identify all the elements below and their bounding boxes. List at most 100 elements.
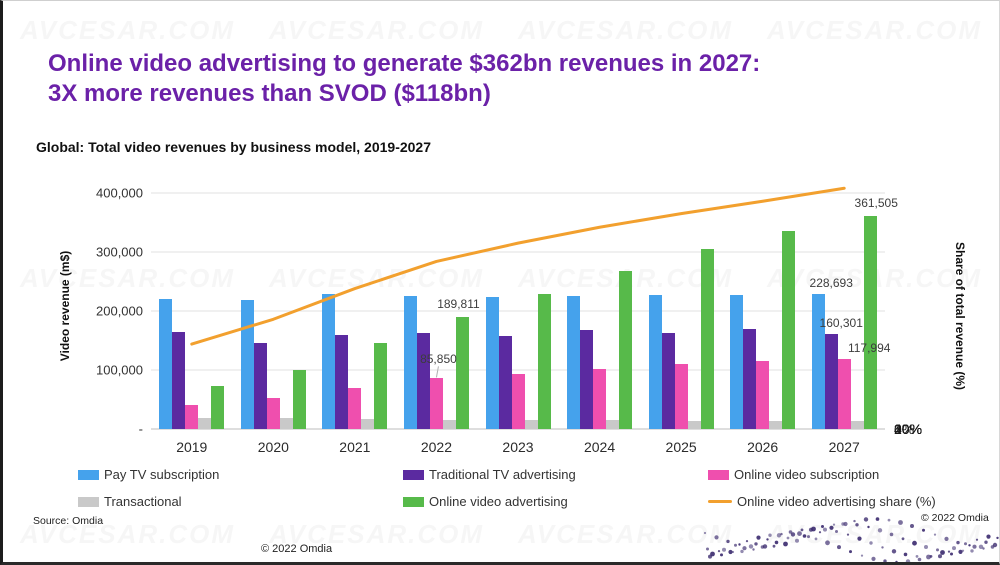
copyright-center: © 2022 Omdia	[261, 543, 333, 555]
legend-label: Online video subscription	[734, 467, 880, 482]
bar-traditional-tv-advertising-2026	[743, 329, 757, 429]
bar-online-video-advertising-2025	[700, 249, 714, 429]
bar-online-video-advertising-2024	[619, 271, 633, 429]
x-tick-2024: 2024	[583, 439, 616, 455]
legend-label: Pay TV subscription	[104, 467, 220, 482]
legend-item-online-video-subscription: Online video subscription	[708, 467, 879, 482]
legend-item-online-video-advertising-share: Online video advertising share (%)	[708, 494, 936, 509]
y-left-tick-label: 400,000	[96, 185, 143, 201]
bar-pay-tv-subscription-2019	[159, 299, 173, 429]
legend-swatch-pay-tv-subscription	[78, 469, 99, 480]
bar-traditional-tv-advertising-2020	[253, 343, 267, 429]
bar-traditional-tv-advertising-2022	[416, 332, 430, 429]
page-title-line1: Online video advertising to generate $36…	[48, 50, 761, 77]
y-right-tick-label: 20%	[894, 420, 923, 437]
bar-pay-tv-subscription-2025	[648, 295, 662, 429]
bar-online-video-subscription-2025	[674, 363, 688, 429]
bar-pay-tv-subscription-2023	[485, 296, 499, 429]
y-left-tick-label: 100,000	[96, 362, 143, 378]
bar-transactional-2021	[361, 418, 375, 429]
data-label-pay-tv-subscription-2027: 228,693	[809, 276, 853, 291]
data-label-online-video-subscription-2027: 117,994	[847, 341, 891, 356]
legend-item-traditional-tv-advertising: Traditional TV advertising	[403, 467, 576, 482]
bar-pay-tv-subscription-2024	[567, 296, 581, 429]
bar-online-video-subscription-2023	[511, 374, 525, 429]
bar-transactional-2023	[524, 420, 538, 429]
x-tick-2019: 2019	[176, 439, 208, 455]
legend-label: Online video advertising share (%)	[737, 494, 936, 509]
bar-traditional-tv-advertising-2027	[824, 334, 838, 429]
bar-online-video-subscription-2027	[837, 359, 851, 429]
x-tick-2026: 2026	[747, 439, 779, 455]
bar-pay-tv-subscription-2021	[322, 294, 336, 429]
y-right-tick-label: 10%	[894, 420, 923, 437]
bar-online-video-subscription-2024	[593, 369, 607, 429]
legend-label: Traditional TV advertising	[429, 467, 576, 482]
data-label-traditional-tv-advertising-2027: 160,301	[819, 316, 863, 331]
data-label-online-video-advertising-2027: 361,505	[854, 195, 898, 210]
x-tick-2025: 2025	[665, 439, 697, 455]
bar-online-video-advertising-2027	[863, 215, 877, 429]
bar-online-video-advertising-2022	[455, 317, 469, 429]
bar-pay-tv-subscription-2026	[730, 295, 744, 429]
bar-online-video-advertising-2021	[374, 342, 388, 429]
bar-transactional-2026	[769, 420, 783, 429]
data-label-online-video-advertising-2022: 189,811	[437, 297, 480, 311]
page-title-line2: 3X more revenues than SVOD ($118bn)	[48, 80, 491, 107]
bar-pay-tv-subscription-2022	[403, 295, 417, 429]
x-tick-2020: 2020	[257, 439, 289, 455]
x-tick-2022: 2022	[420, 439, 453, 455]
legend-swatch-online-video-subscription	[708, 469, 729, 480]
legend-swatch-transactional	[78, 496, 99, 507]
share-line-layer	[190, 186, 846, 378]
bar-transactional-2019	[198, 418, 212, 429]
page-title: Online video advertising to generate $36…	[48, 49, 928, 109]
bar-online-video-subscription-2019	[185, 405, 199, 429]
y-right-tick-label: 0%	[894, 421, 915, 437]
bar-traditional-tv-advertising-2019	[172, 332, 186, 429]
legend-label: Transactional	[104, 494, 182, 509]
bar-pay-tv-subscription-2020	[240, 300, 254, 429]
bar-online-video-subscription-2020	[266, 397, 280, 429]
bar-transactional-2025	[687, 420, 701, 429]
x-tick-2021: 2021	[339, 439, 371, 455]
legend-item-pay-tv-subscription: Pay TV subscription	[78, 467, 219, 482]
bar-traditional-tv-advertising-2025	[661, 332, 675, 429]
bar-online-video-subscription-2022	[429, 378, 443, 429]
bar-transactional-2024	[606, 420, 620, 429]
bar-transactional-2027	[850, 421, 864, 429]
bar-online-video-advertising-2026	[782, 231, 796, 429]
y-left-tick-label: 200,000	[96, 303, 143, 319]
bar-pay-tv-subscription-2027	[811, 294, 825, 429]
bar-online-video-advertising-2019	[211, 385, 225, 429]
x-tick-2027: 2027	[828, 439, 860, 455]
label-leader-line	[435, 366, 439, 378]
y-left-tick-label: -	[138, 421, 143, 437]
y-left-tick-label: 300,000	[96, 244, 143, 260]
legend-label: Online video advertising	[429, 494, 568, 509]
y-right-tick-label: 30%	[894, 420, 923, 437]
bar-online-video-subscription-2026	[756, 361, 770, 429]
data-label-online-video-subscription-2022: 85,850	[420, 352, 457, 367]
legend-swatch-online-video-advertising-share	[708, 500, 732, 503]
bar-traditional-tv-advertising-2021	[335, 335, 349, 429]
legend-item-transactional: Transactional	[78, 494, 182, 509]
bar-transactional-2022	[442, 419, 456, 429]
chart-subtitle: Global: Total video revenues by business…	[36, 139, 431, 155]
bar-transactional-2020	[279, 418, 293, 429]
copyright-right: © 2022 Omdia	[921, 512, 989, 524]
x-tick-2023: 2023	[502, 439, 534, 455]
dots-decoration	[703, 517, 999, 562]
bar-traditional-tv-advertising-2024	[580, 329, 594, 429]
share-line	[190, 186, 846, 346]
bar-traditional-tv-advertising-2023	[498, 335, 512, 429]
source-note: Source: Omdia	[33, 515, 104, 527]
legend-swatch-online-video-advertising	[403, 496, 424, 507]
legend-swatch-traditional-tv-advertising	[403, 469, 424, 480]
bar-online-video-subscription-2021	[348, 387, 362, 429]
bar-online-video-advertising-2023	[537, 293, 551, 429]
y-right-tick-label: 40%	[894, 420, 923, 437]
bar-online-video-advertising-2020	[292, 370, 306, 429]
legend-item-online-video-advertising: Online video advertising	[403, 494, 568, 509]
